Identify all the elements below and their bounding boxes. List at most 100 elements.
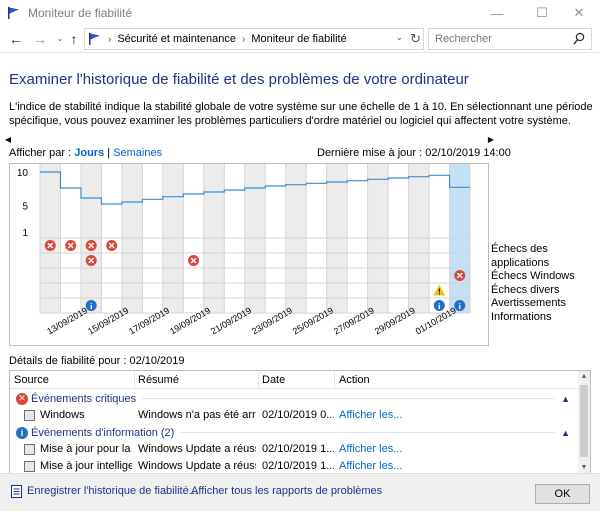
row-label-windows-failures: Échecs Windows xyxy=(491,270,575,282)
view-by-label: Afficher par : xyxy=(9,147,72,159)
save-history-link[interactable]: Enregistrer l'historique de fiabilité... xyxy=(27,485,198,497)
error-icon-cross xyxy=(190,257,197,264)
recent-dropdown-icon[interactable]: ⌄ xyxy=(56,34,64,43)
scroll-left-icon[interactable]: ◀ xyxy=(4,135,12,144)
row-label-warnings: Avertissements xyxy=(491,297,566,309)
cell-summary: Windows Update a réussi xyxy=(138,443,256,455)
info-icon xyxy=(433,300,445,311)
cell-summary: Windows n'a pas été arrêt... xyxy=(138,409,256,421)
cell-source: Windows xyxy=(40,409,85,421)
details-title: Détails de fiabilité pour : 02/10/2019 xyxy=(9,355,185,367)
column-source[interactable]: Source xyxy=(14,374,49,386)
search-icon[interactable] xyxy=(573,32,585,46)
reliability-chart[interactable]: 10 5 1! i i i 13/09/2019 15/09/2019 17/09/2019 19… xyxy=(9,163,489,346)
title-bar: Moniteur de fiabilité — ☐ ✕ xyxy=(0,0,600,26)
windows-app-icon xyxy=(24,410,35,421)
flag-icon xyxy=(8,7,19,19)
chevron-down-icon[interactable]: ⌄ xyxy=(395,32,403,42)
breadcrumb-separator: › xyxy=(108,33,112,45)
info-icon-mark: i xyxy=(438,302,441,311)
column-action[interactable]: Action xyxy=(339,374,370,386)
column-separator[interactable] xyxy=(334,371,335,389)
info-icon-mark: i xyxy=(90,302,93,311)
group-critical-events[interactable]: ✕ Événements critiques ▲ xyxy=(10,390,580,407)
scroll-right-icon[interactable]: ▶ xyxy=(487,135,495,144)
breadcrumb-item-security[interactable]: Sécurité et maintenance xyxy=(117,33,236,45)
scroll-up-icon[interactable]: ▲ xyxy=(580,373,588,380)
search-input[interactable] xyxy=(429,29,569,49)
group-info-events[interactable]: i Événements d'information (2) ▲ xyxy=(10,424,580,441)
breadcrumb-separator: › xyxy=(241,33,246,45)
scroll-down-icon[interactable]: ▼ xyxy=(580,464,588,471)
page-title: Examiner l'historique de fiabilité et de… xyxy=(9,71,469,88)
chevron-up-icon[interactable]: ▲ xyxy=(561,393,570,404)
search-box[interactable] xyxy=(428,28,592,50)
cell-date: 02/10/2019 1... xyxy=(262,460,334,472)
cell-summary: Windows Update a réussi xyxy=(138,460,256,472)
row-label-misc-failures: Échecs divers xyxy=(491,283,560,296)
group-label: Événements d'information (2) xyxy=(31,426,175,439)
cell-source: Mise à jour intellige... xyxy=(40,460,132,472)
maximize-button[interactable]: ☐ xyxy=(536,5,548,20)
up-icon[interactable]: ↑ xyxy=(70,31,78,47)
back-icon[interactable]: ← xyxy=(9,31,23,47)
info-icon-mark: i xyxy=(459,302,462,311)
scrollbar-thumb[interactable] xyxy=(580,385,588,457)
chevron-up-icon[interactable]: ▲ xyxy=(561,427,570,438)
error-icon-cross xyxy=(47,242,54,249)
breadcrumb[interactable]: › Sécurité et maintenance › Moniteur de … xyxy=(84,28,424,50)
minimize-button[interactable]: — xyxy=(490,5,504,21)
view-all-reports-link[interactable]: Afficher tous les rapports de problèmes xyxy=(191,485,383,497)
error-icon-cross xyxy=(88,242,95,249)
view-by: Afficher par : Jours | Semaines xyxy=(9,147,162,159)
breadcrumb-item-monitor[interactable]: Moniteur de fiabilité xyxy=(251,33,347,45)
chart-row-labels: Échecs des applications Échecs Windows É… xyxy=(491,243,600,324)
close-button[interactable]: ✕ xyxy=(573,5,585,20)
footer: Enregistrer l'historique de fiabilité...… xyxy=(0,473,600,511)
update-app-icon xyxy=(24,444,35,455)
window-title: Moniteur de fiabilité xyxy=(28,6,133,20)
table-scrollbar[interactable]: ▲ ▼ xyxy=(578,371,590,473)
column-summary[interactable]: Résumé xyxy=(138,374,179,386)
view-details-link[interactable]: Afficher les... xyxy=(339,443,403,455)
ok-button[interactable]: OK xyxy=(535,484,590,504)
update-app-icon xyxy=(24,461,35,472)
main-content: Examiner l'historique de fiabilité et de… xyxy=(0,52,600,474)
cell-source: Mise à jour pour la ... xyxy=(40,443,132,455)
flag-icon xyxy=(89,33,100,45)
group-divider xyxy=(142,398,556,399)
info-icon xyxy=(85,300,97,311)
y-tick-label: 10 xyxy=(17,168,29,179)
column-separator[interactable] xyxy=(134,371,135,389)
refresh-icon[interactable]: ↻ xyxy=(410,31,421,46)
table-row[interactable]: Windows Windows n'a pas été arrêt... 02/… xyxy=(10,407,580,424)
stability-index-line xyxy=(40,171,470,205)
page-description: L'indice de stabilité indique la stabili… xyxy=(9,101,593,127)
warning-icon xyxy=(433,284,446,296)
table-row[interactable]: Mise à jour intellige... Windows Update … xyxy=(10,458,580,473)
error-icon-cross xyxy=(67,242,74,249)
y-tick-label: 5 xyxy=(22,201,28,212)
view-days-link[interactable]: Jours xyxy=(74,147,105,159)
column-separator[interactable] xyxy=(258,371,259,389)
cell-date: 02/10/2019 1... xyxy=(262,443,334,455)
forward-icon[interactable]: → xyxy=(33,31,47,47)
table-row[interactable]: Mise à jour pour la ... Windows Update a… xyxy=(10,441,580,458)
view-details-link[interactable]: Afficher les... xyxy=(339,409,403,421)
details-table: Source Résumé Date ˆ Action ✕ Événements… xyxy=(9,370,591,474)
error-icon-cross xyxy=(456,272,463,279)
column-date[interactable]: Date xyxy=(262,374,286,386)
cell-date: 02/10/2019 0... xyxy=(262,409,334,421)
info-icon xyxy=(454,300,466,311)
sort-asc-icon: ˆ xyxy=(292,370,295,378)
group-label: Événements critiques xyxy=(31,392,137,405)
row-label-app-failures: Échecs des applications xyxy=(491,243,550,269)
info-icon: i xyxy=(16,426,28,439)
view-weeks-link[interactable]: Semaines xyxy=(113,147,163,159)
warning-icon-mark: ! xyxy=(438,288,441,297)
last-update: Dernière mise à jour : 02/10/2019 14:00 xyxy=(317,147,511,159)
y-tick-label: 1 xyxy=(22,228,28,239)
error-icon: ✕ xyxy=(16,392,28,405)
view-details-link[interactable]: Afficher les... xyxy=(339,460,403,472)
